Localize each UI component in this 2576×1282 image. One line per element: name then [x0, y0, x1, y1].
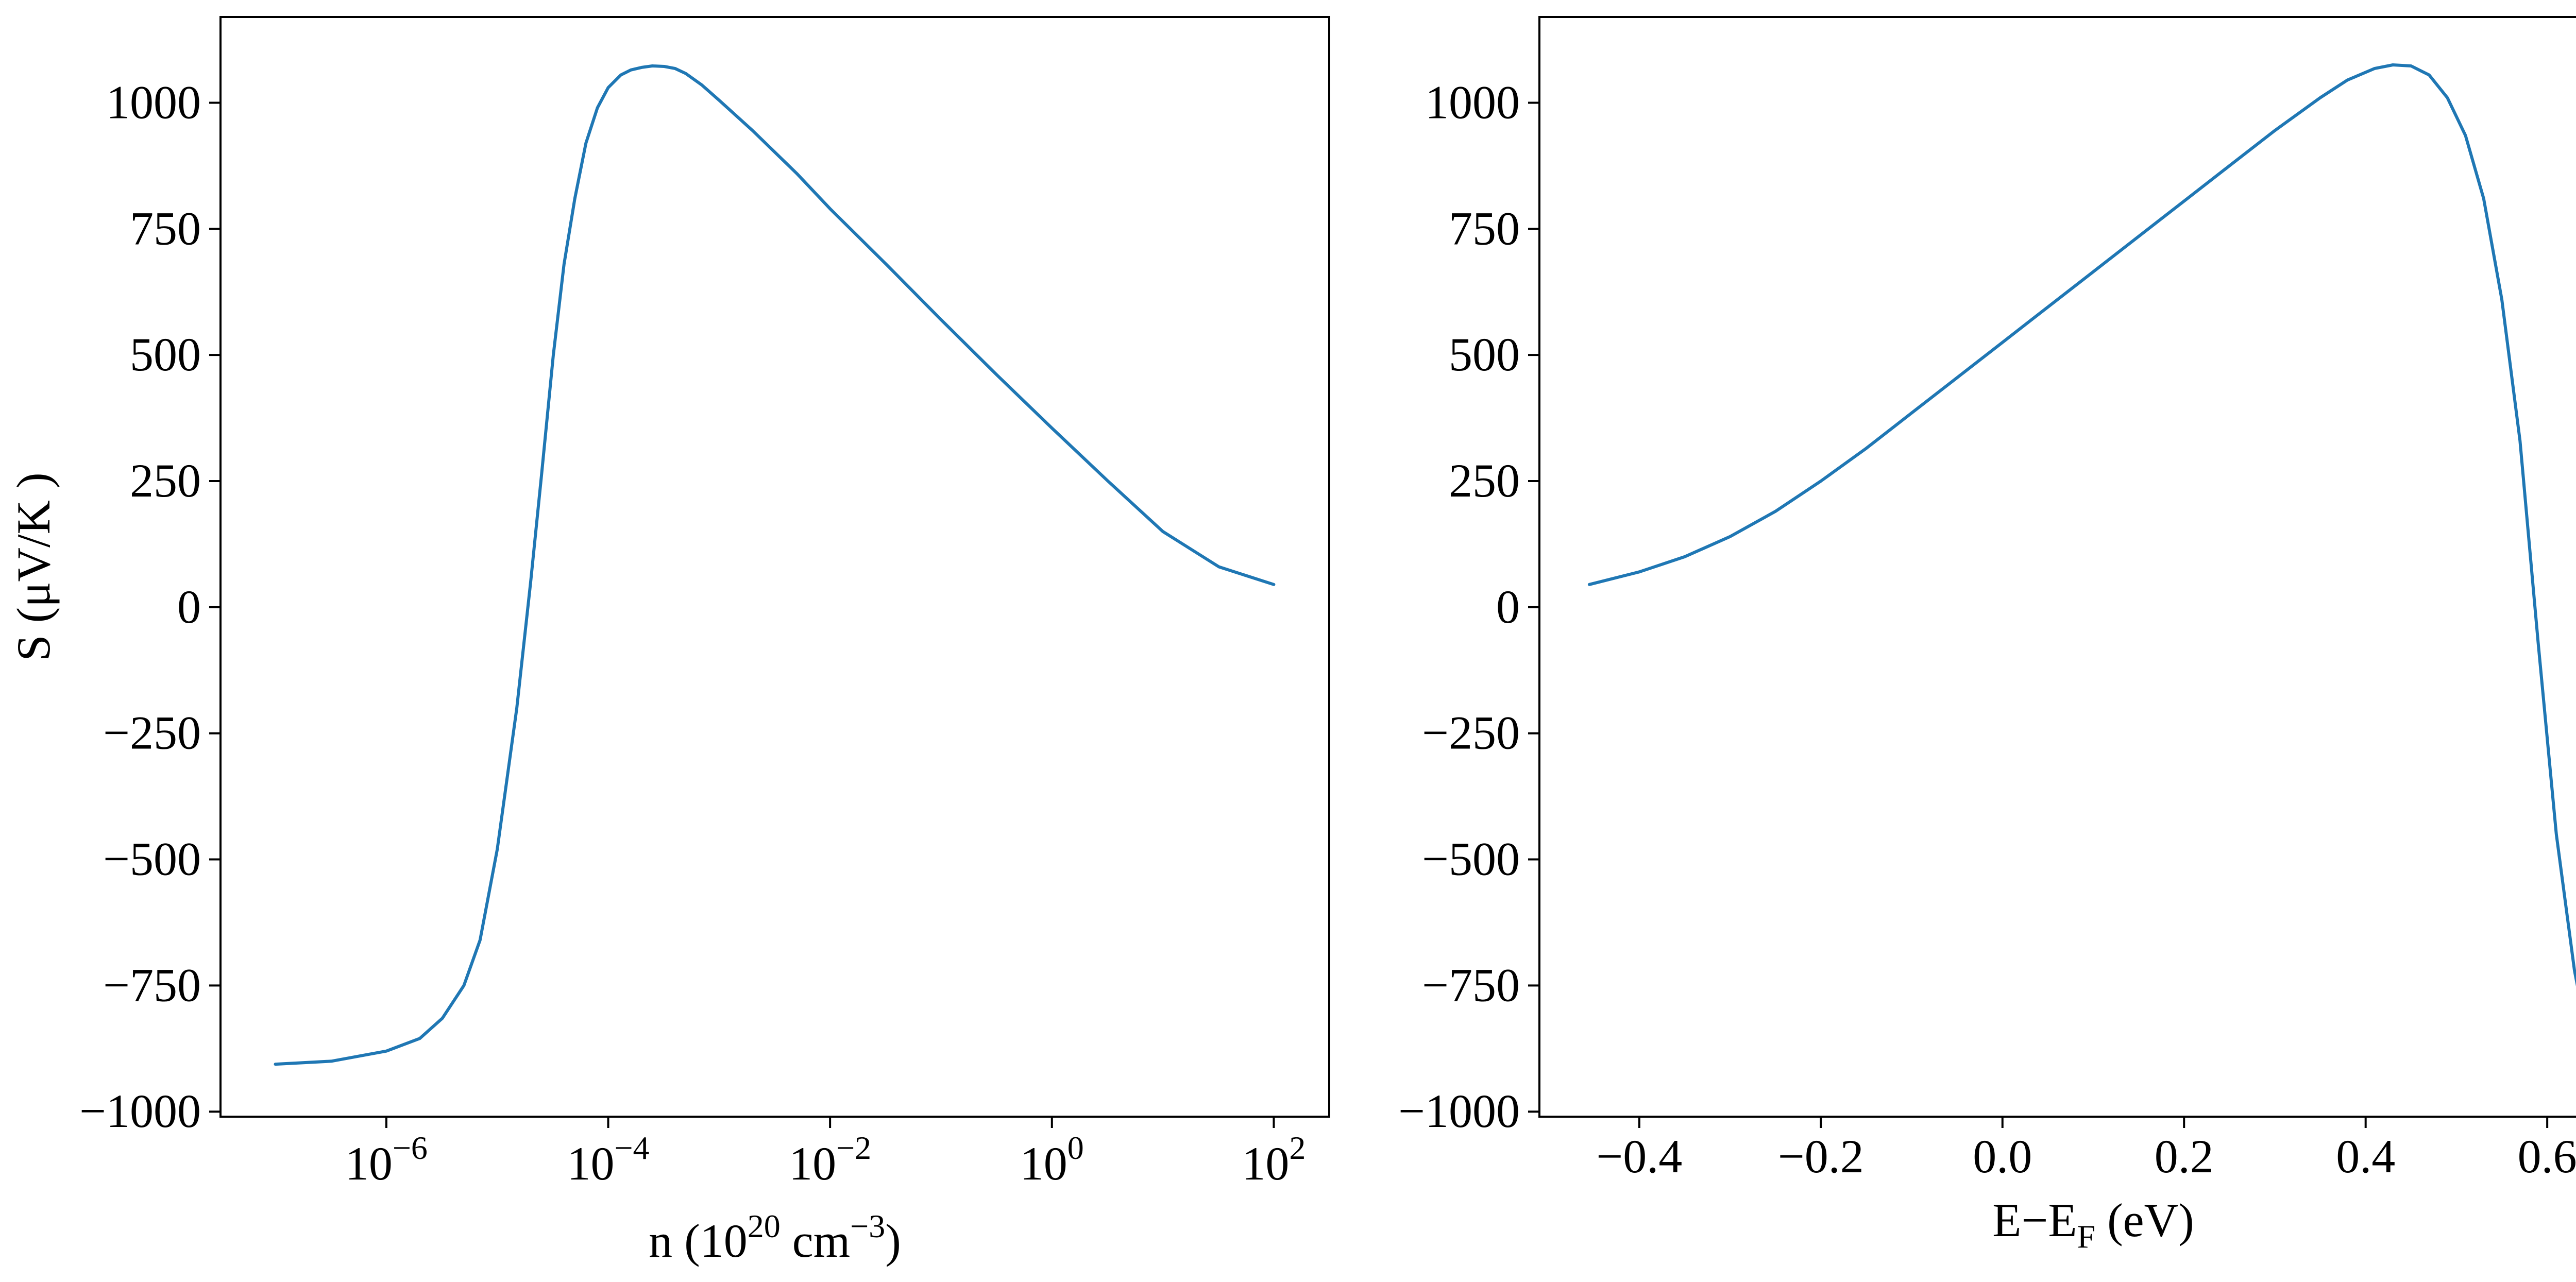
x-tick-label: 100	[1020, 1130, 1084, 1190]
right-x-axis-label: E−EF (eV)	[1992, 1194, 2194, 1255]
x-tick-label: 0.6	[2518, 1130, 2576, 1183]
left-x-axis-label: n (1020 cm−3)	[649, 1208, 901, 1267]
y-tick-label: −500	[1422, 833, 1520, 885]
left-x-label-base: n (10	[649, 1215, 748, 1267]
y-tick-label: 0	[177, 580, 201, 633]
left-x-label-sup2: −3	[850, 1208, 885, 1244]
y-tick-label: −750	[103, 959, 201, 1011]
left-x-label-mid: cm	[781, 1215, 850, 1267]
y-tick-label: −500	[103, 833, 201, 885]
y-tick-label: 500	[130, 328, 201, 381]
left-x-label-end: )	[885, 1215, 901, 1267]
x-tick-label: 10−4	[567, 1130, 649, 1190]
y-tick-label: −1000	[79, 1085, 201, 1137]
left-x-axis: 10−6 10−4 10−2 100 102	[345, 1117, 1306, 1190]
left-plot-frame	[219, 16, 1330, 1118]
x-tick-label: −0.4	[1596, 1130, 1682, 1183]
x-tick-label: 0.0	[1973, 1130, 2032, 1183]
y-tick-label: −1000	[1398, 1085, 1520, 1137]
x-tick-exponent: −4	[614, 1130, 649, 1166]
y-tick-label: 0	[1496, 580, 1520, 633]
x-tick-exponent: 0	[1067, 1130, 1084, 1166]
left-y-axis: 1000 750 500 250 0 −250 −500 −750 −1000	[79, 76, 221, 1137]
x-tick-exponent: 2	[1289, 1130, 1306, 1166]
y-tick-label: −250	[1422, 707, 1520, 759]
x-tick-base: 10	[345, 1137, 393, 1190]
y-tick-label: 750	[1449, 202, 1520, 254]
y-tick-label: 1000	[1425, 76, 1520, 128]
x-tick-label: 102	[1242, 1130, 1306, 1190]
x-tick-label: 0.2	[2155, 1130, 2214, 1183]
y-tick-label: 750	[130, 202, 201, 254]
right-x-label-end: (eV)	[2095, 1194, 2194, 1246]
right-x-label-sub: F	[2077, 1218, 2096, 1255]
y-tick-label: −250	[103, 707, 201, 759]
right-x-axis: −0.4 −0.2 0.0 0.2 0.4 0.6	[1596, 1117, 2576, 1183]
left-y-axis-label: S (μV/K )	[7, 472, 60, 661]
left-x-label-sup1: 20	[748, 1208, 781, 1244]
right-chart-panel: 1000 750 500 250 0 −250 −500 −750 −1000 −0.4 −0.2…	[1398, 16, 2576, 1255]
right-x-label-base: E−E	[1992, 1194, 2077, 1246]
x-tick-label: 10−6	[345, 1130, 428, 1190]
left-series-line	[274, 64, 1276, 1066]
x-tick-exponent: −2	[836, 1130, 871, 1166]
x-tick-label: 10−2	[789, 1130, 871, 1190]
x-tick-label: −0.2	[1778, 1130, 1864, 1183]
y-tick-label: 250	[130, 454, 201, 507]
x-tick-base: 10	[1242, 1137, 1289, 1190]
x-tick-base: 10	[1020, 1137, 1067, 1190]
x-tick-base: 10	[567, 1137, 614, 1190]
y-tick-label: 1000	[106, 76, 201, 128]
right-y-axis: 1000 750 500 250 0 −250 −500 −750 −1000	[1398, 76, 1539, 1137]
right-series-line	[1587, 63, 2576, 987]
x-tick-exponent: −6	[393, 1130, 428, 1166]
right-plot-frame	[1538, 16, 2576, 1118]
y-tick-label: 500	[1449, 328, 1520, 381]
y-tick-label: 250	[1449, 454, 1520, 507]
y-tick-label: −750	[1422, 959, 1520, 1011]
x-tick-label: 0.4	[2336, 1130, 2395, 1183]
x-tick-base: 10	[789, 1137, 836, 1190]
